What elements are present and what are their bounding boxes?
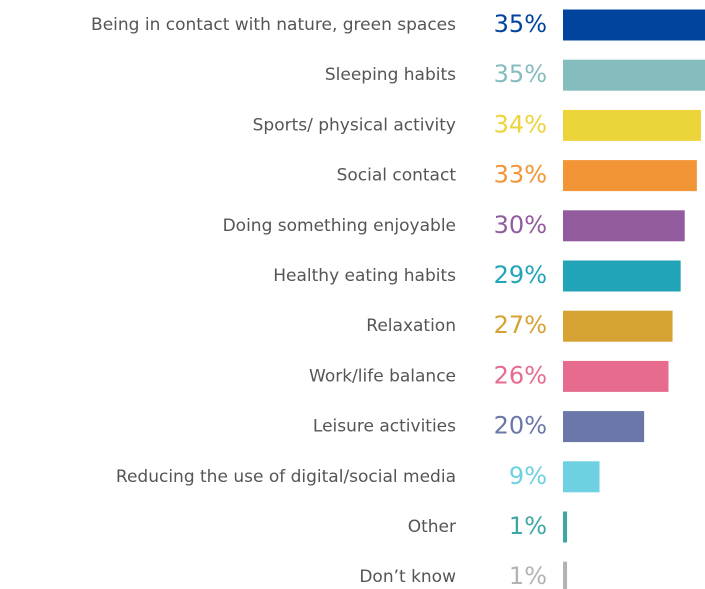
category-label: Reducing the use of digital/social media bbox=[116, 467, 456, 487]
category-label: Work/life balance bbox=[309, 366, 456, 386]
value-label: 35% bbox=[494, 60, 547, 88]
bar bbox=[563, 360, 669, 392]
value-label: 26% bbox=[494, 361, 547, 389]
category-label: Doing something enjoyable bbox=[223, 216, 456, 236]
category-label: Leisure activities bbox=[313, 417, 456, 437]
value-label: 9% bbox=[509, 462, 547, 490]
category-label: Don’t know bbox=[359, 567, 456, 587]
bar bbox=[563, 561, 568, 589]
bar bbox=[563, 160, 697, 192]
category-label: Sports/ physical activity bbox=[253, 115, 456, 135]
value-label: 29% bbox=[494, 261, 547, 289]
category-label: Other bbox=[408, 517, 456, 537]
bar bbox=[563, 109, 701, 141]
value-label: 30% bbox=[494, 211, 547, 239]
bar bbox=[563, 9, 705, 41]
bar bbox=[563, 411, 645, 443]
category-label: Healthy eating habits bbox=[273, 266, 456, 286]
category-label: Being in contact with nature, green spac… bbox=[91, 15, 456, 35]
bar bbox=[563, 461, 600, 493]
bar bbox=[563, 210, 685, 242]
value-label: 20% bbox=[494, 412, 547, 440]
bar bbox=[563, 260, 681, 292]
value-label: 27% bbox=[494, 311, 547, 339]
category-label: Relaxation bbox=[366, 316, 456, 336]
value-label: 35% bbox=[494, 10, 547, 38]
bar bbox=[563, 511, 568, 543]
value-label: 34% bbox=[494, 110, 547, 138]
category-label: Sleeping habits bbox=[325, 65, 456, 85]
bar bbox=[563, 59, 705, 91]
value-label: 1% bbox=[509, 512, 547, 540]
value-label: 1% bbox=[509, 562, 547, 589]
bar bbox=[563, 310, 673, 342]
value-label: 33% bbox=[494, 161, 547, 189]
category-label: Social contact bbox=[337, 166, 457, 186]
